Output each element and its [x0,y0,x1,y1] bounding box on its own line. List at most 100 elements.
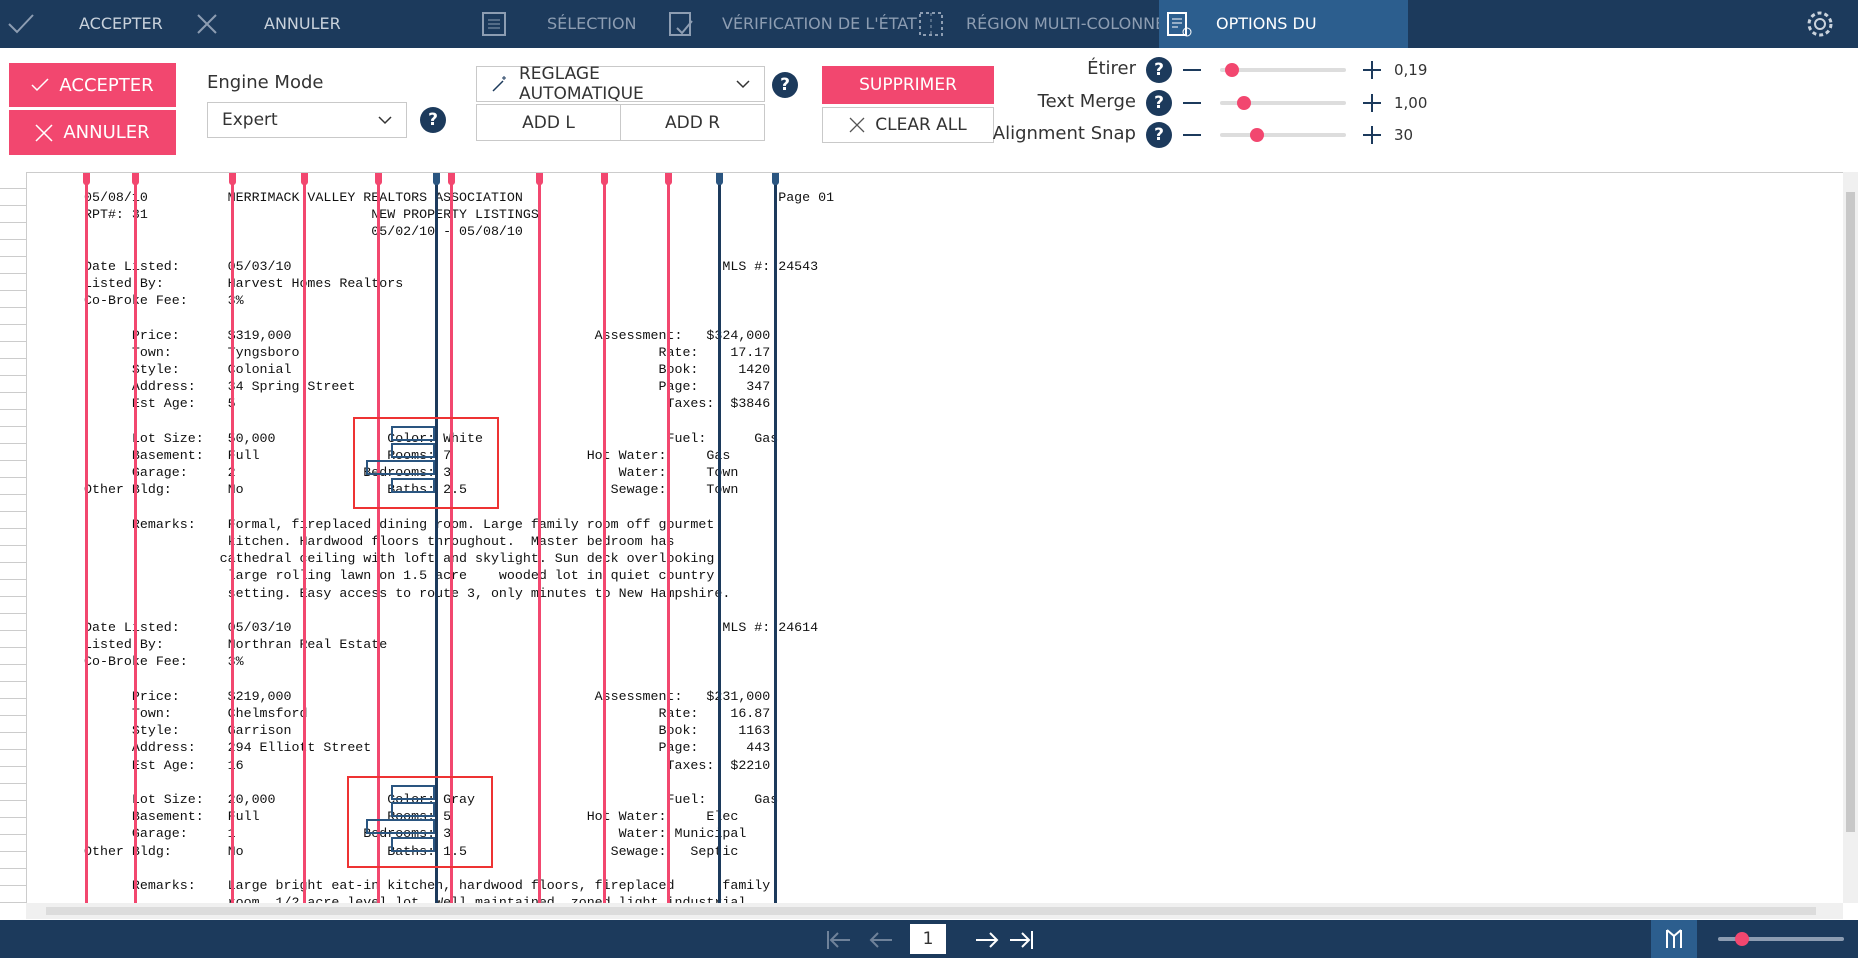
tab[interactable]: VÉRIFICATION DE L'ÉTAT [722,14,917,33]
vertical-scrollbar[interactable] [1843,172,1858,903]
column-handle[interactable] [448,173,455,185]
zoom-knob[interactable] [1735,932,1749,946]
slider-label: Étirer [1087,58,1136,79]
text-line: Address: 294 Elliott Street Page: 443 [84,740,771,756]
label-box [366,460,435,476]
help-icon[interactable]: ? [1146,89,1172,116]
delete-button[interactable]: SUPPRIMER [822,66,994,104]
selection-box [353,417,499,509]
text-block: Price: $219,000 Assessment: $231,000 Tow… [84,688,834,774]
document-view: 05/08/10 MERRIMACK VALLEY REALTORS ASSOC… [26,172,1843,904]
column-line [303,173,306,904]
slider-knob[interactable] [1237,95,1251,110]
text-line: Town: Chelmsford Rate: 16.87 [84,706,771,721]
plus-v[interactable] [1371,93,1373,112]
slider-track[interactable] [1220,68,1346,72]
column-line [667,173,670,904]
cancel-button[interactable]: ANNULER [9,110,176,155]
auto-select[interactable]: REGLAGE AUTOMATIQUE [476,64,765,104]
text-line: setting. Easy access to route 3, only mi… [84,585,731,601]
minus[interactable] [1183,69,1201,71]
tab[interactable]: RÉGION MULTI-COLONNES [966,14,1176,33]
column-handle[interactable] [665,173,672,185]
column-line [435,173,438,904]
text-line: Garage: 2 Bedrooms: 3 Water: Town [84,465,739,481]
add-l-button[interactable]: ADD L [476,104,621,141]
clear-all-button[interactable]: CLEAR ALL [822,107,994,143]
label-box [391,802,435,818]
minus[interactable] [1183,134,1201,136]
slider-track[interactable] [1220,133,1346,137]
x-icon [849,117,865,133]
text-line: kitchen. Hardwood floors throughout. Mas… [227,534,675,549]
accept-button[interactable]: ACCEPTER [9,63,176,107]
column-line [85,173,88,904]
text-line: Basement: Full Rooms: 7 Hot Water: Gas [84,448,731,463]
x-icon [35,123,53,142]
column-handle[interactable] [132,173,139,185]
label: ANNULER [63,122,150,143]
text-block: Price: $319,000 Assessment: $324,000 Tow… [84,327,834,413]
column-handle[interactable] [433,173,440,185]
page-input[interactable]: 1 [910,924,946,954]
tab[interactable]: OPTIONS DU DOCUMENT [1216,14,1317,81]
text-line: Lot Size: 50,000 Color: White Fuel: Gas [84,430,779,446]
minus[interactable] [1183,101,1201,104]
map-toggle[interactable] [1651,920,1697,958]
scroll-thumb[interactable] [1846,192,1855,832]
column-handle[interactable] [536,173,543,185]
horizontal-scrollbar[interactable] [26,903,1843,919]
tab[interactable]: SÉLECTION [547,14,637,33]
settings-icon[interactable] [1804,8,1836,40]
slider-track[interactable] [1220,100,1346,105]
cancel-tab[interactable]: ANNULER [264,14,341,33]
slider-label: Text Merge [1037,90,1136,112]
column-line [450,173,453,904]
column-handle[interactable] [83,173,90,185]
slider-knob[interactable] [1225,63,1239,77]
column-line [774,173,777,904]
help-icon[interactable]: ? [1146,57,1172,83]
column-handle[interactable] [229,173,236,185]
add-r-button[interactable]: ADD R [620,104,765,141]
active-tab[interactable]: OPTIONS DU DOCUMENT [1159,0,1408,81]
options-icon [1167,12,1192,37]
engine-mode-select[interactable]: Expert [207,102,407,138]
text-line: 05/02/10 - 05/08/10 [371,224,523,240]
text-line: Style: Garrison Book: 1163 [84,723,771,739]
label: ACCEPTER [59,74,154,96]
plus-v[interactable] [1371,61,1373,79]
text-line: Address: 34 Spring Street Page: 347 [84,379,771,395]
label-box [391,477,435,493]
region-icon [919,12,943,36]
chevron [378,116,392,125]
help-icon[interactable]: ? [420,107,446,133]
zoom-track[interactable] [1718,937,1844,941]
scroll-thumb[interactable] [46,907,1816,915]
text-line: Price: $219,000 Assessment: $231,000 [84,688,771,704]
text-line: Style: Colonial Book: 1420 [84,362,771,377]
text-line: Est Age: 5 Taxes: $3846 [84,396,771,412]
text-line: Remarks: Large bright eat-in kitchen, ha… [84,878,771,893]
column-line [134,173,137,904]
accept-tab[interactable]: ACCEPTER [79,14,163,33]
help-icon[interactable]: ? [1146,122,1172,148]
text-line: Price: $319,000 Assessment: $324,000 [84,327,771,343]
column-handle[interactable] [301,173,308,185]
selection-box [347,776,493,868]
text-line: Est Age: 16 Taxes: $2210 [84,757,771,773]
column-handle[interactable] [601,173,608,185]
help-icon[interactable]: ? [772,72,798,98]
column-handle[interactable] [716,173,723,185]
slider-knob[interactable] [1250,128,1264,142]
column-handle[interactable] [772,173,779,185]
value: Expert [222,110,278,130]
row-gutter [0,172,27,903]
text-block: Lot Size: 50,000 Color: White Fuel: Gas … [84,430,834,499]
column-handle[interactable] [375,173,382,185]
document-text: 05/08/10 MERRIMACK VALLEY REALTORS ASSOC… [84,189,834,904]
plus-v[interactable] [1371,126,1373,144]
page-nav-icons[interactable] [824,928,1034,952]
label: SUPPRIMER [859,75,957,95]
